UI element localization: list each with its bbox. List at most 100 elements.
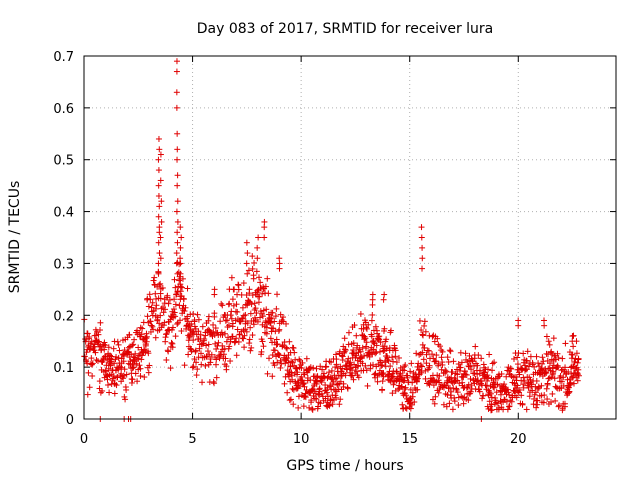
- data-point: [173, 89, 180, 96]
- data-point: [276, 265, 283, 272]
- data-point: [260, 343, 267, 350]
- data-point: [363, 343, 370, 350]
- data-point: [229, 333, 236, 340]
- data-point: [199, 379, 206, 386]
- data-point: [570, 333, 577, 340]
- data-point: [313, 365, 320, 372]
- data-point: [116, 363, 123, 370]
- data-point: [138, 331, 145, 338]
- data-point: [370, 337, 377, 344]
- data-point: [195, 316, 202, 323]
- data-point: [101, 339, 108, 346]
- data-point: [155, 135, 162, 142]
- data-point: [234, 308, 241, 315]
- data-point: [518, 392, 525, 399]
- data-point: [92, 349, 99, 356]
- data-point: [497, 397, 504, 404]
- data-point: [263, 324, 270, 331]
- data-point: [173, 68, 180, 75]
- data-point: [418, 327, 425, 334]
- data-point: [435, 389, 442, 396]
- data-point: [287, 363, 294, 370]
- data-point: [326, 402, 333, 409]
- data-point: [425, 347, 432, 354]
- data-point: [193, 372, 200, 379]
- data-point: [322, 364, 329, 371]
- data-point: [213, 374, 220, 381]
- data-point: [467, 388, 474, 395]
- data-point: [144, 295, 151, 302]
- data-point: [523, 406, 530, 413]
- data-point: [208, 351, 215, 358]
- data-point: [147, 318, 154, 325]
- data-point: [399, 401, 406, 408]
- data-point: [177, 281, 184, 288]
- data-point: [148, 322, 155, 329]
- data-point: [257, 308, 264, 315]
- data-point: [177, 270, 184, 277]
- data-point: [250, 275, 257, 282]
- data-point: [187, 345, 194, 352]
- data-point: [129, 376, 136, 383]
- data-point: [522, 362, 529, 369]
- data-point: [419, 331, 426, 338]
- data-point: [194, 366, 201, 373]
- data-point: [364, 382, 371, 389]
- data-point: [254, 244, 261, 251]
- data-point: [137, 373, 144, 380]
- data-point: [255, 299, 262, 306]
- data-point: [185, 351, 192, 358]
- data-point: [190, 310, 197, 317]
- data-point: [84, 360, 91, 367]
- data-point: [503, 373, 510, 380]
- data-point: [333, 394, 340, 401]
- data-point: [240, 335, 247, 342]
- data-point: [243, 328, 250, 335]
- data-point: [568, 364, 575, 371]
- data-point: [174, 156, 181, 163]
- data-point: [182, 304, 189, 311]
- data-point: [389, 373, 396, 380]
- data-point: [506, 391, 513, 398]
- data-point: [506, 403, 513, 410]
- data-point: [264, 275, 271, 282]
- data-point: [247, 310, 254, 317]
- data-point: [325, 401, 332, 408]
- data-point: [246, 286, 253, 293]
- data-point: [484, 372, 491, 379]
- data-point: [431, 338, 438, 345]
- data-point: [351, 322, 358, 329]
- data-point: [121, 347, 128, 354]
- data-point: [178, 284, 185, 291]
- data-point: [326, 369, 333, 376]
- data-point: [156, 281, 163, 288]
- data-point: [520, 350, 527, 357]
- data-point: [153, 302, 160, 309]
- data-point: [271, 318, 278, 325]
- y-tick-label: 0.6: [53, 102, 74, 117]
- data-point: [120, 372, 127, 379]
- data-point: [273, 336, 280, 343]
- data-point: [541, 392, 548, 399]
- data-point: [418, 224, 425, 231]
- data-point: [172, 313, 179, 320]
- data-point: [259, 313, 266, 320]
- data-point: [194, 311, 201, 318]
- data-point: [380, 347, 387, 354]
- data-point: [550, 369, 557, 376]
- data-point: [513, 394, 520, 401]
- data-point: [243, 260, 250, 267]
- data-point: [174, 172, 181, 179]
- data-point: [213, 346, 220, 353]
- data-point: [298, 365, 305, 372]
- data-point: [190, 363, 197, 370]
- data-point: [157, 255, 164, 262]
- data-point: [359, 360, 366, 367]
- data-point: [345, 355, 352, 362]
- data-point: [142, 349, 149, 356]
- data-point: [211, 310, 218, 317]
- data-point: [188, 348, 195, 355]
- data-point: [169, 344, 176, 351]
- data-point: [508, 398, 515, 405]
